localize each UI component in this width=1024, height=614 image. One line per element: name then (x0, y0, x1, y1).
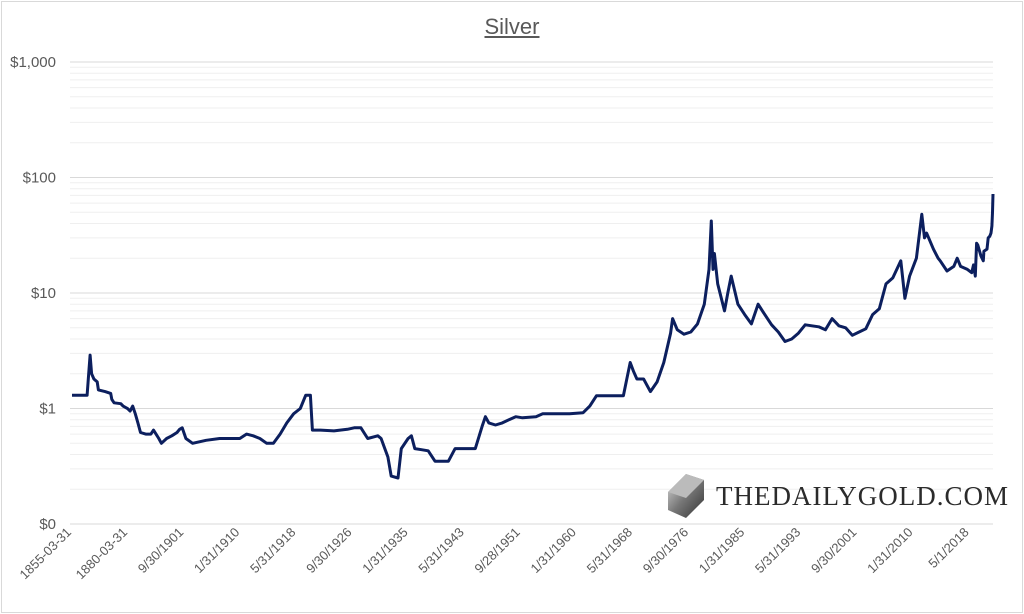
y-tick-label: $1,000 (10, 54, 56, 71)
x-tick-label: 5/31/1968 (584, 525, 636, 577)
x-tick-label: 1855-03-31 (16, 525, 74, 583)
x-tick-label: 1/31/1960 (528, 525, 580, 577)
x-tick-label: 9/30/2001 (808, 525, 860, 577)
x-tick-label: 1/31/1935 (359, 525, 411, 577)
x-tick-label: 9/30/1976 (640, 525, 692, 577)
y-tick-label: $1 (39, 401, 56, 418)
x-tick-label: 9/28/1951 (471, 525, 523, 577)
x-tick-label: 5/31/1993 (752, 525, 804, 577)
x-tick-label: 9/30/1926 (303, 525, 355, 577)
gold-bar-icon (668, 474, 704, 518)
x-tick-label: 5/31/1918 (247, 525, 299, 577)
x-tick-label: 1/31/1985 (696, 525, 748, 577)
x-tick-label: 1/31/1910 (191, 525, 243, 577)
chart-title: Silver (484, 14, 540, 39)
x-tick-label: 5/1/2018 (925, 525, 971, 571)
silver-price-line (72, 193, 995, 480)
x-tick-label: 5/31/1943 (415, 525, 467, 577)
x-tick-label: 1880-03-31 (73, 525, 131, 583)
x-tick-label: 9/30/1901 (135, 525, 187, 577)
x-tick-label: 1/31/2010 (864, 525, 916, 577)
y-tick-label: $0 (39, 516, 56, 533)
y-tick-label: $100 (23, 170, 56, 187)
watermark-logo: THEDAILYGOLD.COM (664, 470, 1009, 522)
y-tick-label: $10 (31, 285, 56, 302)
watermark-text: THEDAILYGOLD.COM (716, 480, 1010, 511)
